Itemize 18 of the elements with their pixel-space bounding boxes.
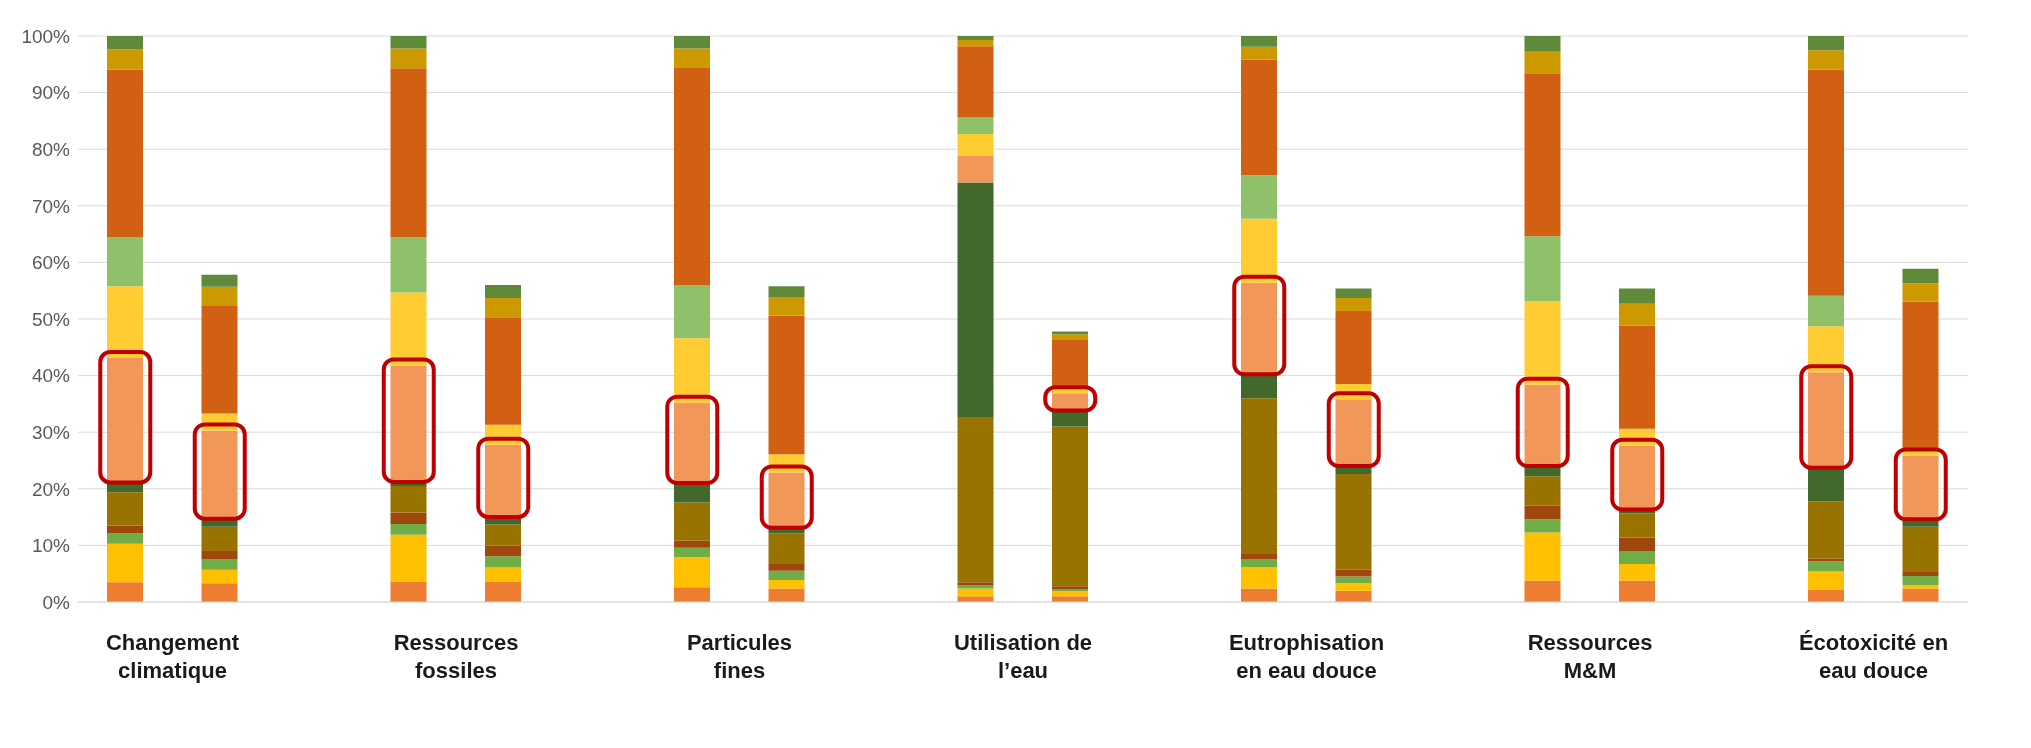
y-tick-label: 30% — [31, 421, 71, 443]
y-tick-label: 10% — [31, 535, 71, 557]
y-tick-label: 40% — [31, 365, 71, 387]
x-tick-label: Ressources M&M — [1527, 630, 1653, 683]
y-tick-label: 100% — [21, 25, 71, 47]
y-tick-label: 90% — [31, 82, 71, 104]
y-tick-label: 0% — [42, 591, 71, 613]
x-tick-label: Écotoxicité en eau douce — [1798, 630, 1949, 683]
y-tick-label: 50% — [31, 308, 71, 330]
y-tick-label: 70% — [31, 195, 71, 217]
x-tick-label: Utilisation de l’eau — [953, 630, 1093, 683]
x-tick-label: Particules fines — [686, 630, 793, 683]
x-tick-label: Changement climatique — [105, 630, 240, 683]
y-tick-label: 80% — [31, 138, 71, 160]
x-tick-label: Ressources fossiles — [393, 630, 519, 683]
y-tick-label: 60% — [31, 252, 71, 274]
y-tick-label: 20% — [31, 478, 71, 500]
x-tick-label: Eutrophisation en eau douce — [1228, 630, 1385, 683]
